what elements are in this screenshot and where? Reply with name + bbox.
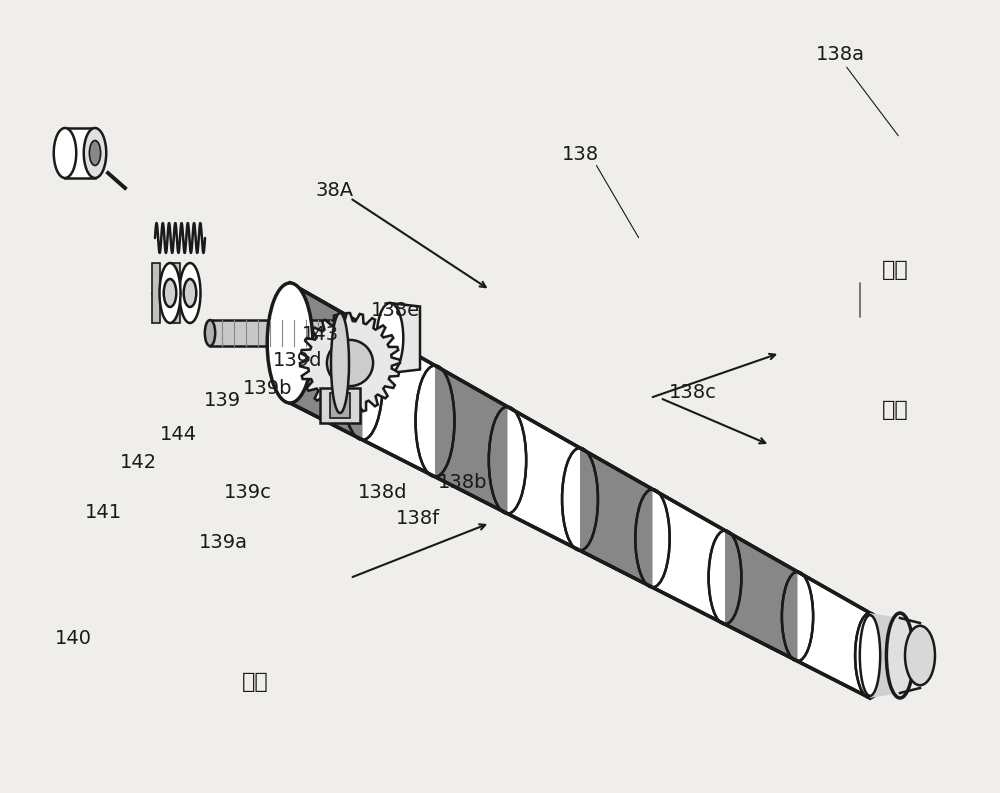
Text: 141: 141 bbox=[84, 503, 122, 522]
Ellipse shape bbox=[886, 613, 914, 698]
Text: 前側: 前側 bbox=[882, 260, 908, 280]
Polygon shape bbox=[152, 263, 160, 323]
Polygon shape bbox=[210, 320, 340, 346]
Ellipse shape bbox=[905, 626, 935, 685]
Polygon shape bbox=[65, 128, 95, 178]
Polygon shape bbox=[870, 613, 900, 698]
Ellipse shape bbox=[335, 320, 345, 346]
Ellipse shape bbox=[205, 320, 215, 346]
Text: 139d: 139d bbox=[273, 351, 323, 370]
Ellipse shape bbox=[89, 140, 101, 166]
Text: 138d: 138d bbox=[358, 484, 408, 503]
Text: 138a: 138a bbox=[816, 45, 864, 64]
Ellipse shape bbox=[267, 283, 313, 403]
Text: 139: 139 bbox=[203, 390, 241, 409]
Polygon shape bbox=[300, 313, 400, 413]
Polygon shape bbox=[390, 303, 420, 373]
Text: 139c: 139c bbox=[224, 484, 272, 503]
Ellipse shape bbox=[331, 313, 349, 413]
Text: 138b: 138b bbox=[438, 473, 488, 492]
FancyBboxPatch shape bbox=[330, 393, 350, 418]
FancyBboxPatch shape bbox=[320, 388, 360, 423]
Polygon shape bbox=[580, 448, 652, 588]
Text: 140: 140 bbox=[54, 629, 92, 648]
Ellipse shape bbox=[84, 128, 106, 178]
Text: 138c: 138c bbox=[669, 384, 717, 403]
Text: 后側: 后側 bbox=[242, 672, 268, 692]
Ellipse shape bbox=[164, 279, 176, 307]
Ellipse shape bbox=[54, 128, 76, 178]
Text: 138f: 138f bbox=[396, 508, 440, 527]
Ellipse shape bbox=[184, 279, 196, 307]
Polygon shape bbox=[435, 366, 508, 514]
Text: 138: 138 bbox=[561, 145, 599, 164]
Text: 142: 142 bbox=[119, 453, 157, 472]
Ellipse shape bbox=[180, 263, 200, 323]
Text: 139a: 139a bbox=[198, 534, 248, 553]
Text: 139b: 139b bbox=[243, 378, 293, 397]
Ellipse shape bbox=[160, 263, 180, 323]
Text: 138e: 138e bbox=[370, 301, 420, 320]
Text: 縱向: 縱向 bbox=[882, 400, 908, 420]
Ellipse shape bbox=[377, 303, 403, 373]
Text: 144: 144 bbox=[159, 426, 197, 445]
Polygon shape bbox=[172, 263, 180, 323]
Ellipse shape bbox=[327, 340, 373, 386]
Polygon shape bbox=[290, 283, 870, 698]
Polygon shape bbox=[725, 531, 798, 661]
Polygon shape bbox=[290, 283, 362, 440]
Text: 143: 143 bbox=[301, 325, 339, 344]
Ellipse shape bbox=[860, 615, 880, 696]
Text: 38A: 38A bbox=[316, 181, 354, 200]
